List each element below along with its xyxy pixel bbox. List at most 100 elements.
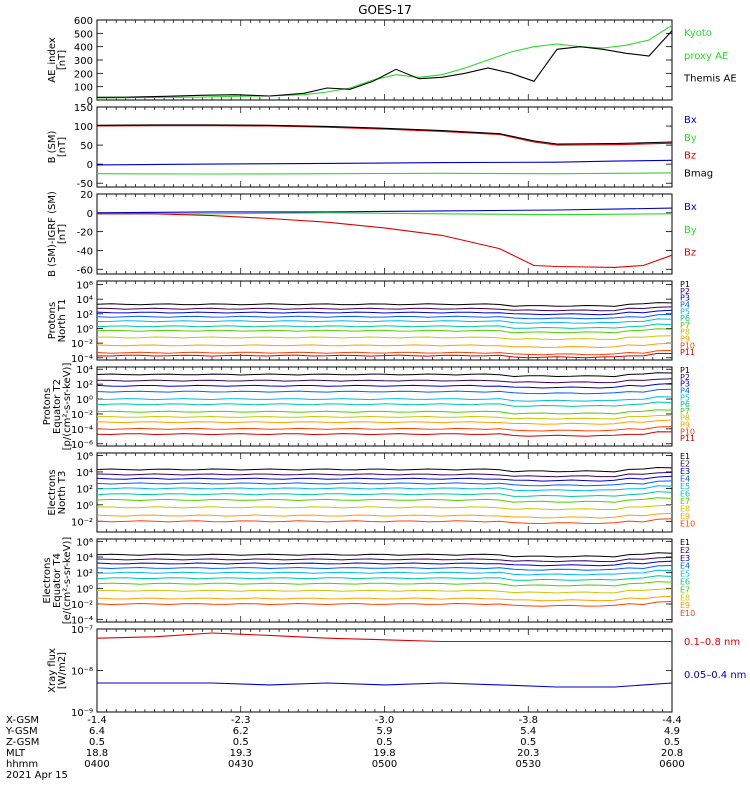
legend-entry: P9 xyxy=(680,421,690,430)
x-tick-value: 6.2 xyxy=(233,726,249,737)
x-tick-value: -2.3 xyxy=(231,715,251,726)
y-tick-label: 10⁻⁶ xyxy=(71,440,93,451)
legend-entry: E9 xyxy=(680,512,690,521)
channel-line xyxy=(96,475,673,482)
legend-entry: E2 xyxy=(680,546,690,555)
y-axis-label: B (SM)-IGRF (SM) xyxy=(47,191,58,277)
legend-entry: E3 xyxy=(680,554,690,563)
y-axis-label: North T1 xyxy=(57,299,68,343)
x-tick-value: 0.5 xyxy=(233,737,249,748)
y-tick-label: -40 xyxy=(77,246,93,257)
legend-entry: By xyxy=(684,225,697,236)
legend-entry: E1 xyxy=(680,452,690,461)
legend-entry: E8 xyxy=(680,505,690,514)
y-tick-label: 10⁻² xyxy=(71,410,93,421)
legend-entry: Kyoto xyxy=(684,28,712,39)
y-axis-label: Equator T4 xyxy=(52,553,63,608)
x-tick-value: -4.4 xyxy=(662,715,682,726)
legend-entry: P5 xyxy=(680,393,690,402)
y-tick-label: 10⁴ xyxy=(76,553,93,564)
y-tick-label: 10⁻² xyxy=(71,600,93,611)
y-tick-label: 0 xyxy=(87,96,93,107)
x-tick-value: 0.5 xyxy=(89,737,105,748)
x-tick-value: 0400 xyxy=(84,759,109,770)
y-axis-label: [nT] xyxy=(57,224,68,244)
legend-entry: P6 xyxy=(680,314,690,323)
channel-line xyxy=(97,335,673,341)
channel-line xyxy=(96,306,673,312)
legend-entry: P8 xyxy=(680,414,690,423)
series-line xyxy=(96,632,672,643)
legend-entry: P9 xyxy=(680,335,690,344)
channel-line xyxy=(96,471,673,478)
y-tick-label: 10⁰ xyxy=(76,501,93,512)
channel-line xyxy=(96,352,673,359)
x-tick-value: 0600 xyxy=(659,759,684,770)
channel-line xyxy=(96,313,673,320)
legend-entry: By xyxy=(684,133,697,144)
legend-entry: P2 xyxy=(680,287,690,296)
channel-line xyxy=(96,601,673,607)
channel-line xyxy=(96,565,673,571)
y-tick-label: 10⁰ xyxy=(76,324,93,335)
legend-entry: P5 xyxy=(680,307,690,316)
y-axis-label: Equator T2 xyxy=(52,379,63,434)
channel-line xyxy=(96,419,673,425)
legend-entry: Themis AE xyxy=(683,74,737,85)
legend-entry: P7 xyxy=(680,321,690,330)
y-axis-label: [nT] xyxy=(57,137,68,157)
legend-entry: P8 xyxy=(680,328,690,337)
channel-line xyxy=(96,349,673,356)
legend-entry: P10 xyxy=(680,341,695,350)
y-axis-label: [e/(cm²-s-sr-keV)] xyxy=(62,537,73,625)
y-axis-label: AE_index xyxy=(47,37,58,83)
channel-line xyxy=(96,309,673,316)
legend-entry: E10 xyxy=(680,520,695,529)
legend-entry: E6 xyxy=(680,578,690,587)
y-tick-label: 500 xyxy=(74,29,93,40)
series-line xyxy=(96,125,673,146)
x-row-label: MLT xyxy=(6,748,26,759)
channel-line xyxy=(96,396,673,402)
y-axis-label: B (SM) xyxy=(47,130,58,163)
channel-line xyxy=(96,431,673,437)
legend-entry: E6 xyxy=(680,490,690,499)
legend-entry: E7 xyxy=(680,585,690,594)
x-tick-value: 0430 xyxy=(228,759,253,770)
y-tick-label: 400 xyxy=(74,43,93,54)
x-tick-value: 20.3 xyxy=(517,748,539,759)
chart-title: GOES-17 xyxy=(358,3,412,17)
y-tick-label: 100 xyxy=(74,122,93,133)
y-axis-label: Xray flux xyxy=(47,648,58,693)
y-tick-label: -50 xyxy=(77,179,93,190)
x-row-label: Z-GSM xyxy=(6,737,39,748)
channel-line xyxy=(96,595,673,602)
legend-entry: Bmag xyxy=(684,168,713,179)
x-row-label: hhmm xyxy=(6,759,38,770)
y-tick-label: 100 xyxy=(74,83,93,94)
panel-7: 10⁻⁴ 10⁻² 10⁰ 10² 10⁴ 10⁶ Electrons Equator T4[… xyxy=(42,537,695,627)
series-line xyxy=(96,159,673,166)
panel-2: -50 0 50 100 150 B (SM) [nT] Bx By Bz Bmag xyxy=(47,103,713,190)
legend-entry: E4 xyxy=(680,475,690,484)
y-tick-label: 10⁶ xyxy=(76,451,93,462)
channel-line xyxy=(96,383,673,389)
channel-line xyxy=(96,302,673,307)
y-axis-label: [W/m2] xyxy=(57,652,68,689)
x-tick-value: 0.5 xyxy=(664,737,680,748)
y-tick-label: 10⁻² xyxy=(71,339,93,350)
x-tick-value: 0500 xyxy=(372,759,397,770)
legend-entry: P10 xyxy=(680,427,695,436)
channel-line xyxy=(96,560,673,567)
date-label: 2021 Apr 15 xyxy=(6,770,68,781)
y-tick-label: 10⁶ xyxy=(76,537,93,548)
y-axis-label: [nT] xyxy=(57,50,68,70)
channel-line xyxy=(96,556,673,563)
y-tick-label: 10⁻⁴ xyxy=(71,354,93,365)
y-tick-label: 10⁻⁹ xyxy=(71,708,93,719)
y-axis-label: [p/(cm²-s-sr-keV)] xyxy=(62,363,73,451)
channel-line xyxy=(96,378,673,384)
y-axis-label: Electrons xyxy=(42,557,53,603)
legend-entry: P1 xyxy=(680,366,690,375)
